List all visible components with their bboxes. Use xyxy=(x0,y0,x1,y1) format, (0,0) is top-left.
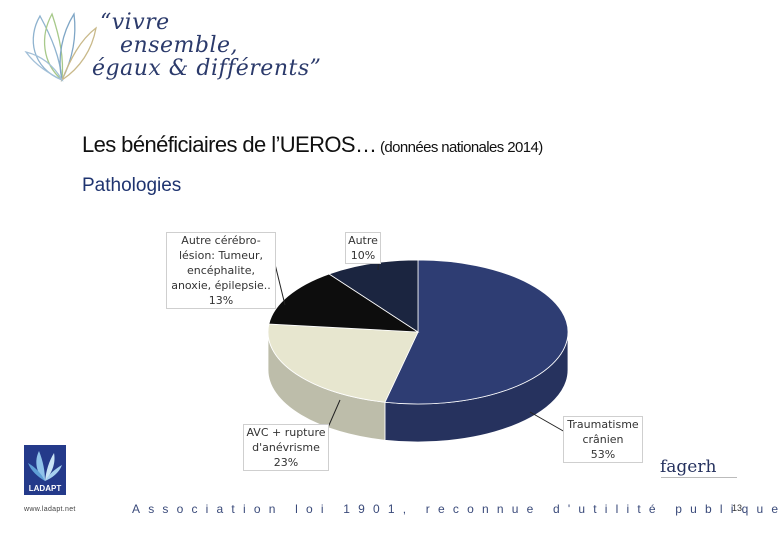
pie-label-line: d'anévrisme xyxy=(252,441,320,454)
pie-label-line: crânien xyxy=(582,433,624,446)
pie-label-percent: 13% xyxy=(208,294,234,307)
tagline-line-3: égaux & différents” xyxy=(92,56,322,81)
pie-label-line: Autre xyxy=(348,234,378,247)
pie-slice-0 xyxy=(384,259,569,405)
pie-label-percent: 53% xyxy=(590,448,616,461)
fagerh-logo: fagerh xyxy=(660,457,717,477)
slide-title-sub: (données nationales 2014) xyxy=(376,139,543,156)
page-number: 13 xyxy=(732,503,743,513)
pie-label-percent: 10% xyxy=(350,249,376,262)
pie-label-line: lésion: Tumeur, xyxy=(178,249,263,262)
ladapt-logo: LADAPT xyxy=(24,445,66,495)
ladapt-logo-icon: LADAPT xyxy=(24,445,66,495)
pie-label-percent: 23% xyxy=(273,456,299,469)
pie-top-face xyxy=(267,259,569,405)
pie-slice-2 xyxy=(268,273,420,333)
slide-subtitle: Pathologies xyxy=(82,175,182,196)
ladapt-url: www.ladapt.net xyxy=(24,506,76,513)
pie-label-3: Autre 10% xyxy=(345,232,381,264)
pie-label-1: AVC + rupture d'anévrisme 23% xyxy=(243,424,329,471)
ladapt-logo-text: LADAPT xyxy=(29,484,62,493)
pie-label-line: anoxie, épilepsie.. xyxy=(171,279,271,292)
pie-label-line: AVC + rupture xyxy=(246,426,326,439)
tagline-line-1: “vivre xyxy=(100,10,170,35)
pie-slice-1 xyxy=(267,323,419,403)
pie-label-line: encéphalite, xyxy=(187,264,255,277)
pie-leader-line-0 xyxy=(529,411,566,433)
association-statement: Association loi 1901, reconnue d'utilité… xyxy=(132,502,780,516)
pie-label-2: Autre cérébro-lésion: Tumeur, encéphalite… xyxy=(166,232,276,309)
fagerh-logo-subline xyxy=(661,476,737,481)
petal-logo-icon xyxy=(24,12,97,82)
pie-label-line: Traumatisme xyxy=(567,418,639,431)
pie-label-0: Traumatisme crânien 53% xyxy=(563,416,643,463)
tagline-line-2: ensemble, xyxy=(120,33,238,58)
slide-title: Les bénéficiaires de l’UEROS… (données n… xyxy=(82,132,543,158)
vivre-ensemble-logo: “vivre ensemble, égaux & différents” xyxy=(22,8,322,88)
pie-label-line: Autre cérébro- xyxy=(181,234,261,247)
slide-title-main: Les bénéficiaires de l’UEROS… xyxy=(82,132,377,157)
